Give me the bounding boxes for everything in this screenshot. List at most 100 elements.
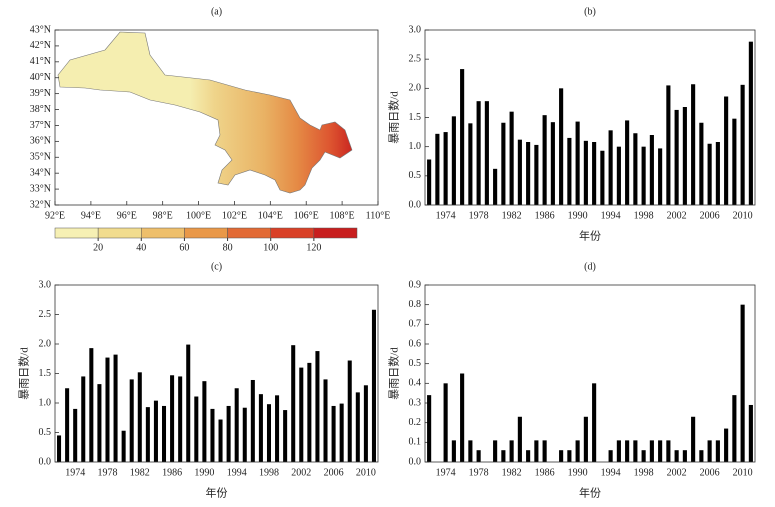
colorbar-tick-label: 100: [263, 242, 278, 253]
y-tick-label: 0.1: [409, 437, 422, 448]
bar: [542, 440, 547, 462]
bar: [291, 345, 296, 462]
bar: [202, 381, 207, 462]
bar: [476, 101, 481, 205]
x-tick-label: 1994: [601, 467, 621, 478]
bar: [526, 450, 531, 462]
bar: [484, 101, 489, 205]
x-tick-label: 1994: [227, 467, 247, 478]
bar: [517, 139, 522, 205]
bar: [451, 440, 456, 462]
y-tick-label: 35°N: [30, 152, 51, 163]
bar: [451, 116, 456, 205]
bar: [371, 309, 376, 462]
y-tick-label: 0.4: [409, 378, 422, 389]
x-tick-label: 1986: [535, 467, 555, 478]
x-tick-label: 1978: [97, 467, 117, 478]
bar: [283, 410, 288, 462]
bar: [113, 354, 118, 462]
bar: [427, 395, 432, 462]
colorbar-swatch: [313, 227, 358, 239]
y-tick-label: 0.2: [409, 417, 422, 428]
bar: [468, 440, 473, 462]
x-tick-label: 110°E: [366, 210, 391, 221]
x-tick-label: 94°E: [81, 210, 101, 221]
colorbar-swatch: [97, 227, 142, 239]
x-tick-label: 104°E: [258, 210, 283, 221]
bar: [567, 137, 572, 205]
x-tick-label: 1986: [162, 467, 182, 478]
bar: [299, 367, 304, 462]
bar: [748, 41, 753, 205]
bar: [178, 376, 183, 462]
bar: [559, 450, 564, 462]
x-tick-label: 1986: [535, 210, 555, 221]
bar: [534, 440, 539, 462]
bar: [592, 142, 597, 205]
y-tick-label: 43°N: [30, 24, 51, 35]
y-tick-label: 0.3: [409, 397, 422, 408]
bar: [331, 405, 336, 462]
colorbar-swatch: [270, 227, 315, 239]
y-tick-label: 1.5: [39, 368, 52, 379]
bar: [666, 85, 671, 205]
y-tick-label: 34°N: [30, 167, 51, 178]
y-tick-label: 2.5: [409, 53, 422, 64]
bar: [534, 144, 539, 205]
bar: [145, 407, 150, 462]
x-tick-label: 2006: [700, 467, 720, 478]
x-tick-label: 1990: [194, 467, 214, 478]
bar: [501, 450, 506, 462]
bar: [226, 405, 231, 462]
x-tick-label: 1982: [502, 210, 522, 221]
x-tick-label: 100°E: [186, 210, 211, 221]
bar: [97, 384, 102, 462]
bar: [732, 118, 737, 205]
x-tick-label: 2002: [667, 210, 687, 221]
bar: [493, 440, 498, 462]
bar: [186, 344, 191, 462]
y-tick-label: 1.0: [409, 141, 422, 152]
bar: [194, 396, 199, 462]
bar: [275, 395, 280, 462]
bar: [443, 383, 448, 462]
y-tick-label: 3.0: [409, 24, 422, 35]
bar: [641, 146, 646, 205]
x-tick-label: 1974: [65, 467, 85, 478]
bar: [583, 140, 588, 205]
x-axis-label: 年份: [579, 229, 601, 243]
bar: [674, 450, 679, 462]
bar: [575, 121, 580, 205]
y-tick-label: 41°N: [30, 56, 51, 67]
bar: [699, 122, 704, 205]
bar: [493, 168, 498, 205]
bar: [460, 69, 465, 205]
x-tick-label: 2010: [356, 467, 376, 478]
bar: [427, 159, 432, 205]
bar: [649, 135, 654, 205]
bar: [443, 132, 448, 205]
x-tick-label: 2010: [733, 467, 753, 478]
y-tick-label: 2.5: [39, 309, 52, 320]
bar: [666, 440, 671, 462]
y-tick-label: 38°N: [30, 104, 51, 115]
bar: [707, 440, 712, 462]
bar: [57, 435, 62, 462]
x-tick-label: 1978: [469, 210, 489, 221]
panel-title: (c): [211, 261, 222, 272]
colorbar-swatch: [54, 227, 99, 239]
axes-frame: [424, 29, 756, 206]
bar: [724, 96, 729, 205]
bar: [625, 440, 630, 462]
x-tick-label: 1982: [130, 467, 150, 478]
x-tick-label: 1994: [601, 210, 621, 221]
bar: [542, 115, 547, 205]
x-tick-label: 1998: [634, 210, 654, 221]
panel-title: (a): [211, 6, 222, 17]
x-tick-label: 1990: [568, 467, 588, 478]
y-tick-label: 0.5: [409, 358, 422, 369]
bar: [89, 348, 94, 462]
bar: [435, 133, 440, 205]
colorbar-swatch: [141, 227, 185, 239]
